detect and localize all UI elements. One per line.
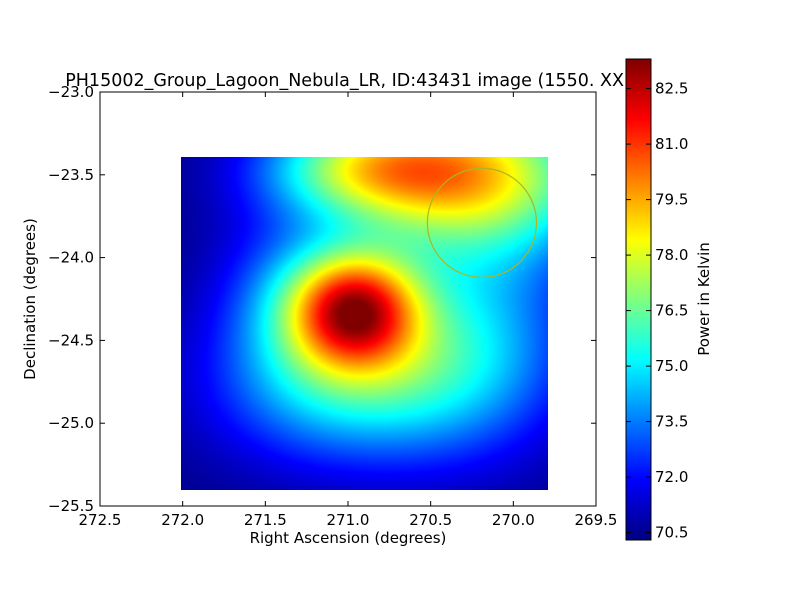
x-axis: 272.5 272.0 271.5 271.0 270.5 270.0 269.5 [79,92,618,529]
chart-title: PH15002_Group_Lagoon_Nebula_LR, ID:43431… [65,71,631,91]
y-tick-label: −24.0 [48,249,94,267]
colorbar-tick-label: 81.0 [655,135,688,153]
y-tick-label: −25.5 [48,497,94,515]
x-tick-label: 269.5 [575,511,618,529]
colorbar-border [625,58,652,541]
colorbar-tick-label: 78.0 [655,246,688,264]
y-axis-label: Declination (degrees) [21,218,39,380]
y-tick-label: −24.5 [48,331,94,349]
colorbar-axis: 70.5 72.0 73.5 75.0 76.5 78.0 79.5 81.0 82.5 [626,80,688,542]
colorbar [626,59,651,540]
x-tick-label: 271.0 [327,511,370,529]
y-tick-label: −25.0 [48,414,94,432]
y-axis: −23.0 −23.5 −24.0 −24.5 −25.0 −25.5 [48,83,596,515]
x-tick-label: 271.5 [244,511,287,529]
x-tick-label: 272.5 [79,511,122,529]
x-tick-label: 270.5 [409,511,452,529]
heatmap-image [181,157,548,490]
colorbar-tick-label: 82.5 [655,80,688,98]
colorbar-tick-label: 70.5 [655,524,688,542]
y-tick-label: −23.5 [48,166,94,184]
source-circle-annotation [426,167,538,278]
colorbar-frame [626,59,651,540]
colorbar-tick-label: 76.5 [655,302,688,320]
x-axis-label: Right Ascension (degrees) [250,529,447,547]
x-tick-label: 270.0 [492,511,535,529]
colorbar-tick-label: 75.0 [655,357,688,375]
heatmap-image-frame [181,157,548,490]
x-tick-label: 272.0 [161,511,204,529]
colorbar-tick-label: 73.5 [655,413,688,431]
annotations-layer [426,167,538,278]
y-tick-label: −23.0 [48,83,94,101]
colorbar-tick-label: 79.5 [655,191,688,209]
colorbar-label: Power in Kelvin [695,242,713,356]
colorbar-tick-label: 72.0 [655,468,688,486]
